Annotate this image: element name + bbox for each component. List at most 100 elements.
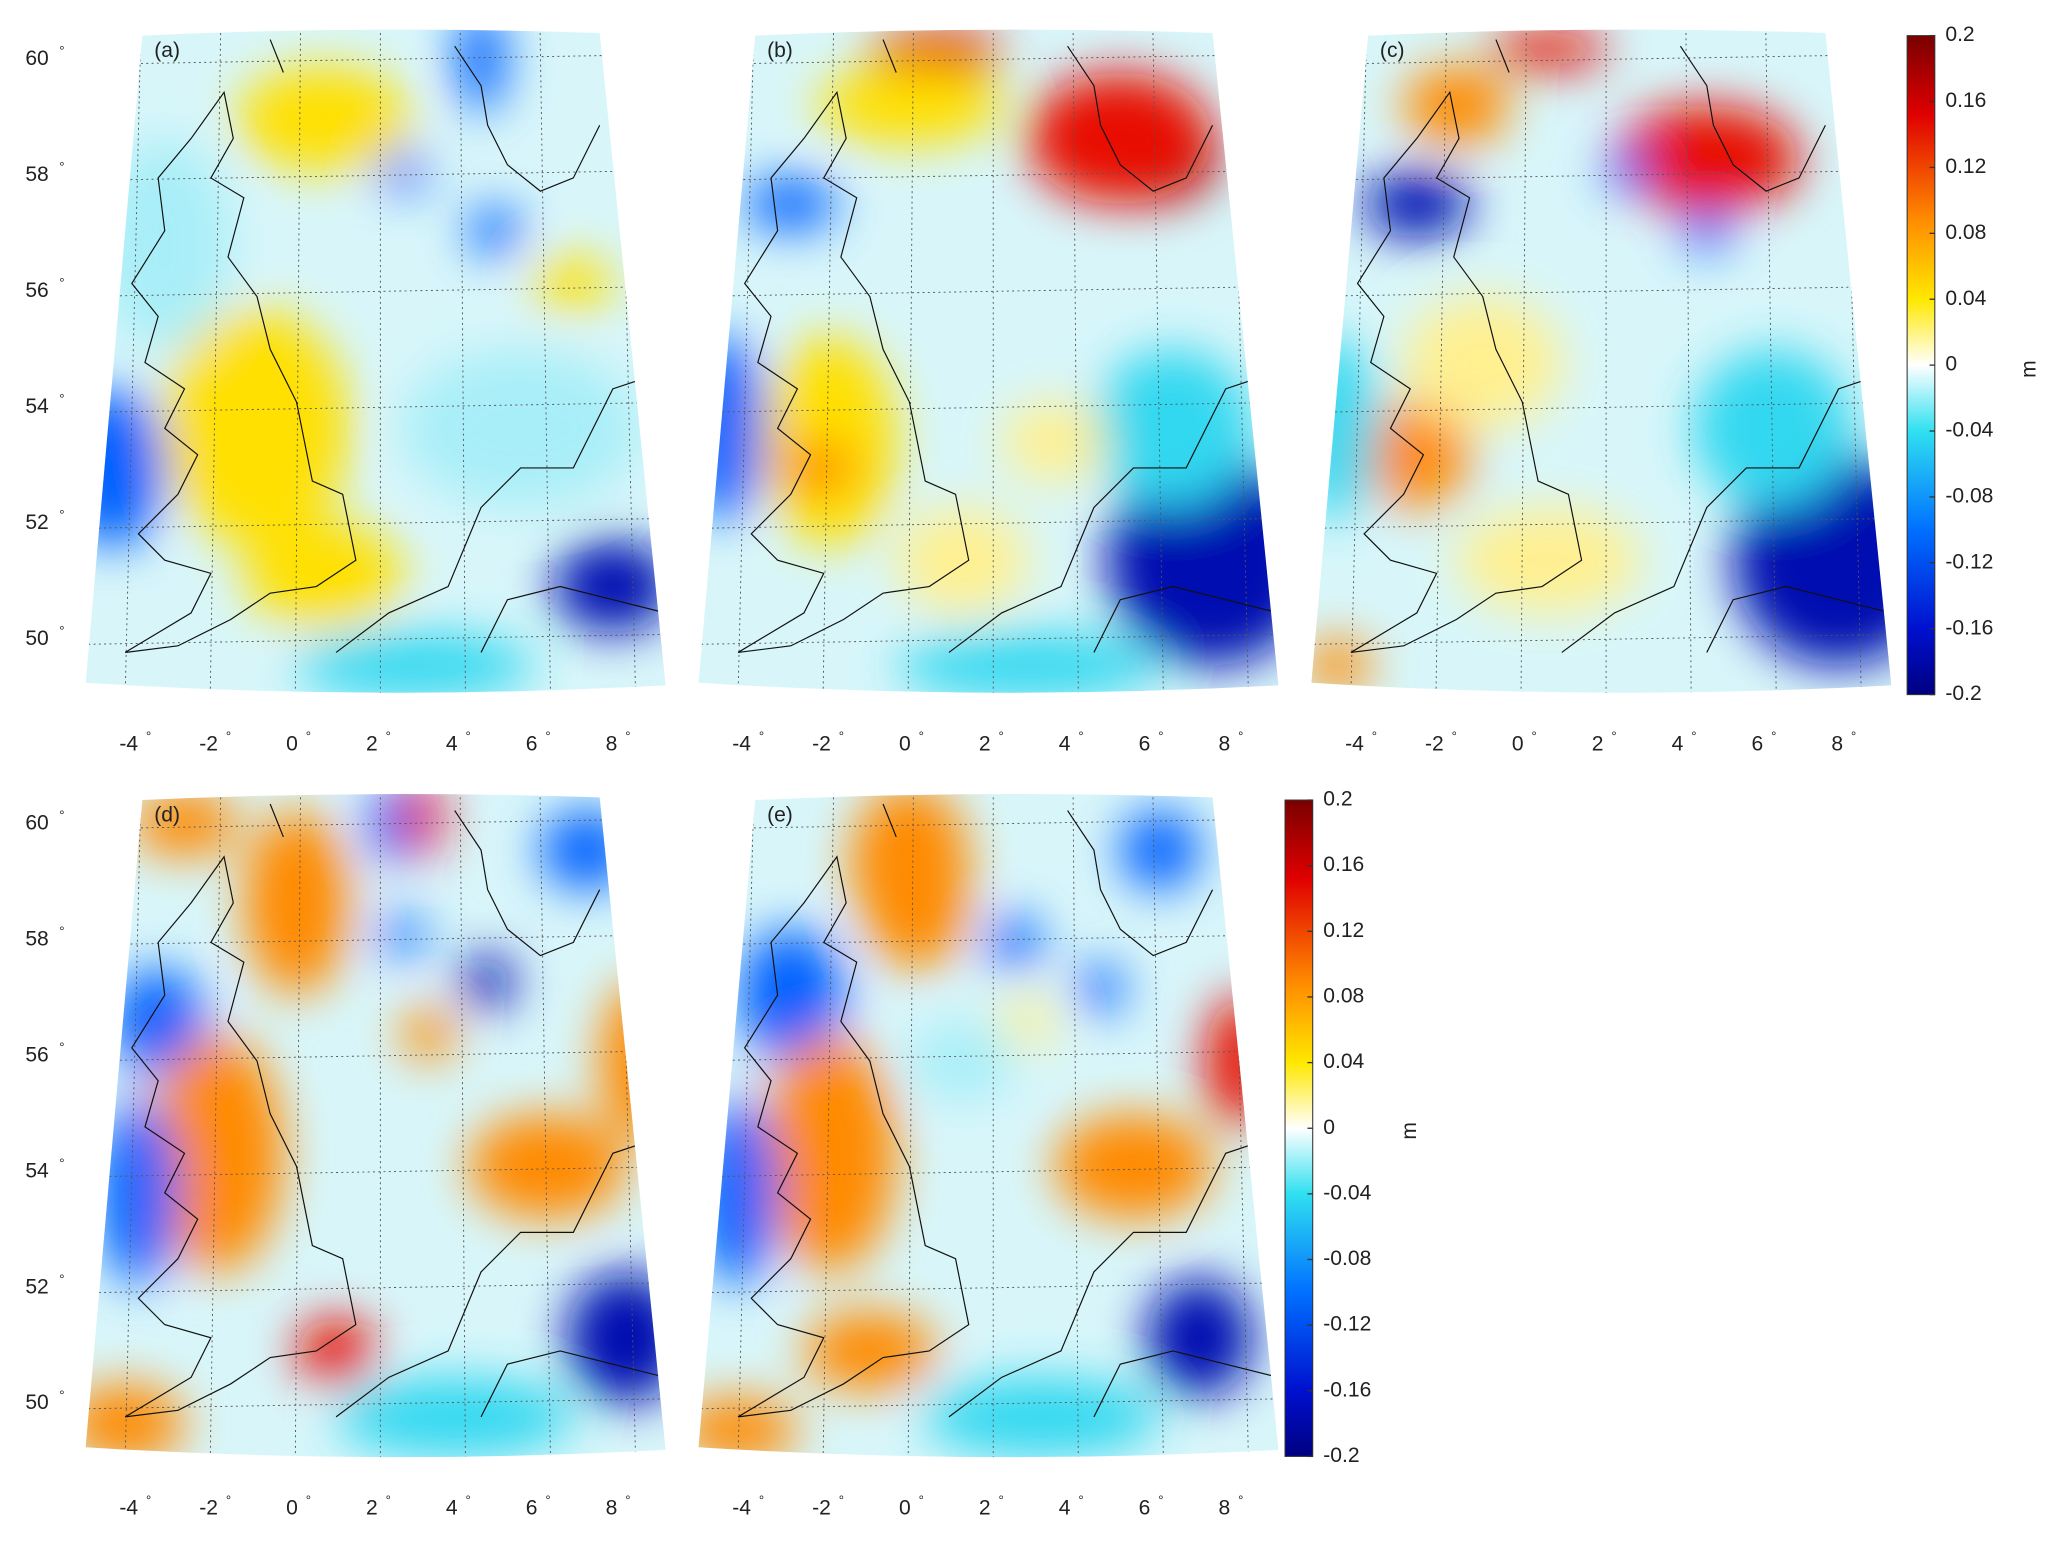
degree-sign: ° [839, 728, 844, 743]
grid-line [1152, 32, 1164, 693]
field-blob [1403, 296, 1562, 429]
field-blob [896, 632, 1160, 693]
field-blob [237, 65, 409, 172]
map-field [85, 794, 666, 1458]
colorbar-tick-label: -0.08 [1323, 1247, 1371, 1270]
colorbar-tick-label: 0.12 [1945, 155, 1986, 178]
grid-line [1072, 797, 1079, 1458]
degree-sign: ° [59, 507, 64, 522]
grid-line [1350, 32, 1367, 693]
field-blob [401, 1008, 455, 1062]
colorbar-tick-label: 0.04 [1323, 1050, 1364, 1073]
lon-label: 4 [446, 732, 458, 755]
field-blob [336, 1377, 574, 1457]
colorbar-tick-label: -0.12 [1323, 1313, 1371, 1336]
field-blob [764, 336, 897, 548]
lon-label: 0 [899, 1497, 911, 1520]
lon-label: 8 [1218, 732, 1230, 755]
colorbar-tick-label: 0.04 [1945, 287, 1986, 310]
degree-sign: ° [1611, 728, 1616, 743]
field-blob [1403, 65, 1510, 146]
field-blob [347, 1455, 351, 1458]
field-blob [467, 206, 521, 255]
lat-label: 54 [25, 1159, 49, 1182]
degree-sign: ° [59, 275, 64, 290]
field-blob [401, 794, 442, 857]
lon-label: -2 [1425, 732, 1444, 755]
field-blob [1028, 72, 1213, 205]
coastline [1495, 39, 1826, 192]
field-blob [296, 1318, 376, 1384]
map-field [698, 29, 1279, 693]
field-blob [1311, 336, 1378, 521]
colorbar-tick-label: -0.12 [1945, 550, 1993, 573]
degree-sign: ° [1532, 728, 1537, 743]
map-panel: (e) -4 ° -2 ° 0 ° 2 ° 4 ° 6 ° 8 ° [698, 794, 1279, 1520]
degree-sign: ° [919, 728, 924, 743]
degree-sign: ° [919, 1493, 924, 1508]
field-blob [401, 349, 640, 508]
lon-label: 6 [1139, 732, 1151, 755]
field-blob [243, 810, 350, 996]
colorbar-tick-label: -0.16 [1945, 616, 1993, 639]
lon-label: -2 [199, 1497, 218, 1520]
field-blob [533, 257, 613, 310]
degree-sign: ° [146, 728, 151, 743]
colorbar-tick-label: -0.2 [1945, 682, 1981, 705]
colorbar-tick-label: 0.2 [1945, 23, 1974, 46]
coastline [882, 39, 1214, 192]
field-blob [869, 29, 1002, 77]
colorbar-tick-label: 0.12 [1323, 919, 1364, 942]
grid-line [209, 32, 222, 693]
colorbar-tick-label: 0.16 [1323, 853, 1364, 876]
lon-label: 0 [286, 732, 298, 755]
colorbar: 0.2 0.16 0.12 0.08 0.04 0 -0.04 -0.08 -0.12 -0.16… [1906, 23, 2040, 705]
grid-line [294, 32, 301, 693]
colorbar-label: m [1398, 1122, 1421, 1140]
grid-line [459, 797, 466, 1458]
degree-sign: ° [1452, 728, 1457, 743]
field-blob [1364, 171, 1470, 238]
colorbar-tick-label: -0.16 [1323, 1378, 1371, 1401]
field-blob [1680, 210, 1734, 251]
lon-label: -4 [732, 732, 751, 755]
degree-sign: ° [306, 728, 311, 743]
lon-label: 2 [979, 1497, 991, 1520]
panel-label: (a) [154, 39, 180, 62]
field-blob [553, 540, 666, 633]
lon-label: 2 [366, 1497, 378, 1520]
degree-sign: ° [1078, 1493, 1083, 1508]
field-blob [296, 632, 534, 693]
field-blob [803, 1311, 936, 1391]
degree-sign: ° [59, 1039, 64, 1054]
lon-label: 6 [526, 1497, 538, 1520]
field-blob [1614, 105, 1800, 211]
coastline [737, 90, 970, 654]
field-blob [98, 138, 231, 350]
colorbar-tick-label: 0.2 [1323, 788, 1352, 811]
field-blobs [85, 794, 666, 1458]
field-blob [1733, 454, 1892, 666]
map-field [85, 29, 666, 693]
lat-label: 56 [25, 1043, 48, 1066]
degree-sign: ° [386, 728, 391, 743]
field-blob [461, 955, 515, 1009]
field-blob [1456, 507, 1641, 613]
lat-label: 58 [25, 163, 48, 186]
grid-line [1685, 32, 1692, 693]
field-blob [540, 810, 633, 890]
grid-line [294, 797, 301, 1458]
field-blob [817, 65, 1002, 146]
degree-sign: ° [59, 1155, 64, 1170]
field-blob [922, 1377, 1160, 1457]
field-blob [738, 929, 844, 1062]
lon-label: 6 [1751, 732, 1763, 755]
field-blob [988, 916, 1042, 969]
grid-line [822, 797, 834, 1458]
map-panel: (d) -4 ° -2 ° 0 ° 2 ° 4 ° 6 ° 8 ° 60 ° 58 ° 56 ° 54 ° 52 ° 50 ° [25, 794, 666, 1520]
lon-label: 8 [606, 1497, 618, 1520]
lon-label: -2 [812, 1497, 831, 1520]
field-blob [566, 1271, 666, 1404]
field-blob [85, 388, 165, 548]
